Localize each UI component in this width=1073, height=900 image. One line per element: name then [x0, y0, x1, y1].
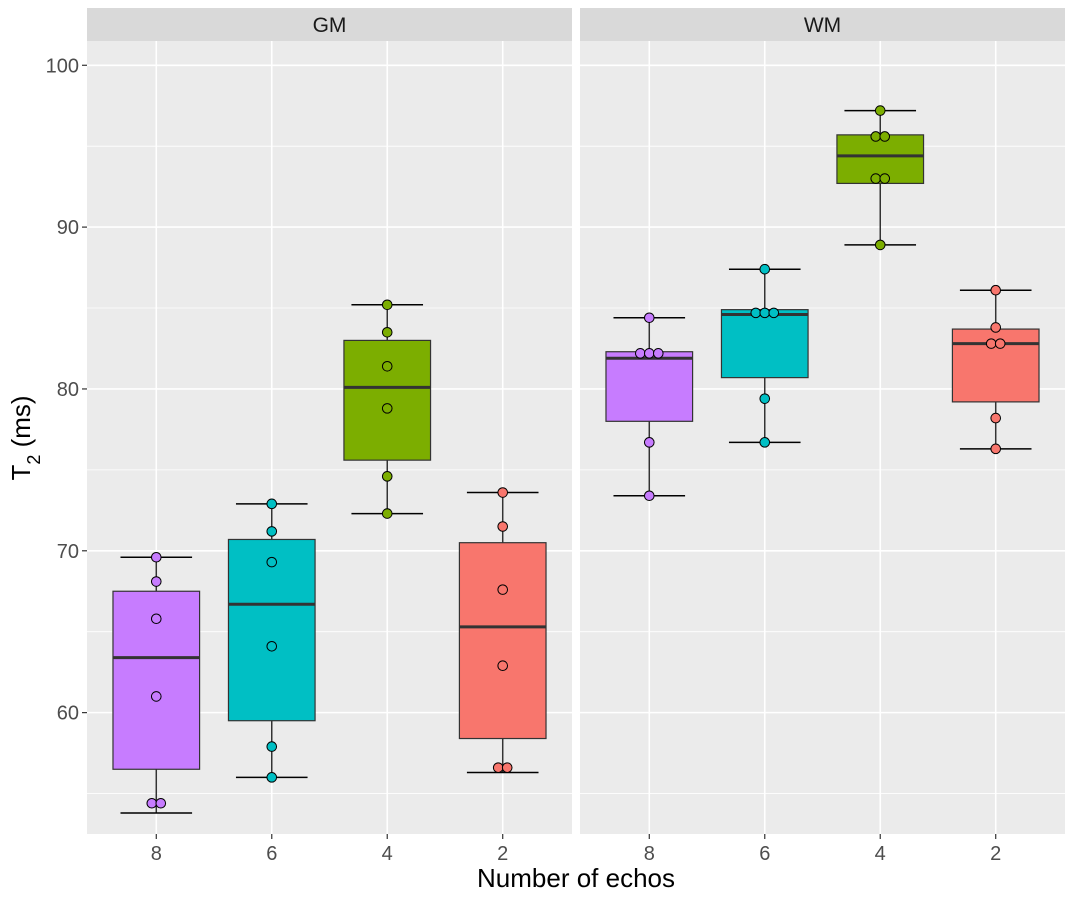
axis-layer: 60 70 80 90 100 8 6 4 2 8 6 4 2: [46, 55, 1002, 865]
box-iqr: [343, 339, 432, 461]
y-axis-title-unit: (ms): [6, 395, 36, 454]
data-point: [381, 299, 393, 311]
box-iqr: [720, 309, 809, 379]
data-point: [381, 508, 393, 519]
data-point: [150, 613, 162, 625]
data-point: [266, 526, 278, 537]
data-point: [497, 521, 509, 532]
y-tick-label: 100: [46, 55, 79, 77]
strip-background-gm: [87, 8, 572, 41]
data-point: [634, 348, 646, 359]
data-point: [759, 263, 771, 275]
data-point: [266, 556, 278, 568]
y-tick-label: 60: [57, 703, 79, 725]
data-point: [990, 322, 1002, 333]
data-point: [879, 131, 891, 142]
data-point: [155, 797, 167, 809]
data-point: [266, 741, 278, 752]
strip-label-gm: GM: [313, 14, 347, 37]
data-point: [643, 312, 655, 324]
data-point: [768, 307, 780, 319]
x-tick-label: 2: [497, 843, 508, 865]
data-point: [990, 443, 1002, 455]
data-point: [381, 360, 393, 372]
data-point: [879, 173, 891, 184]
box-gm-8: [112, 551, 201, 814]
box-iqr: [458, 542, 547, 740]
data-point: [146, 797, 158, 809]
data-point: [497, 487, 509, 498]
box-gm-4: [343, 299, 432, 519]
x-tick-label: 4: [382, 843, 393, 865]
box-wm-6: [720, 263, 809, 448]
data-point: [990, 284, 1002, 296]
box-iqr: [605, 351, 694, 422]
box-gm-6: [227, 498, 316, 783]
panel-background-wm: [580, 41, 1065, 834]
x-axis-title: Number of echos: [477, 863, 675, 893]
data-point: [492, 762, 504, 773]
box-iqr: [951, 328, 1040, 403]
y-axis-title-main: T: [6, 465, 36, 481]
data-point: [501, 762, 513, 773]
data-point: [381, 327, 393, 338]
box-iqr: [836, 134, 925, 185]
data-point: [150, 551, 162, 563]
data-point: [870, 173, 882, 184]
y-tick-label: 80: [57, 379, 79, 401]
data-point: [150, 691, 162, 702]
x-tick-label: 6: [266, 843, 277, 865]
data-point: [497, 660, 509, 671]
data-point: [497, 584, 509, 595]
data-point: [381, 403, 393, 414]
box-layer: [112, 105, 1040, 814]
data-point: [759, 437, 771, 448]
y-tick-label: 90: [57, 217, 79, 239]
data-point: [266, 640, 278, 652]
data-point: [750, 307, 762, 319]
y-tick-label: 70: [57, 541, 79, 563]
data-point: [150, 576, 162, 587]
data-point: [874, 239, 886, 251]
box-wm-8: [605, 312, 694, 502]
data-point: [759, 393, 771, 404]
data-point: [874, 105, 886, 116]
strip-label-wm: WM: [804, 14, 841, 37]
x-tick-label: 8: [644, 843, 655, 865]
y-axis-title: T2 (ms): [6, 395, 44, 480]
data-point: [381, 471, 393, 482]
data-point: [994, 338, 1006, 349]
data-point: [266, 772, 278, 783]
data-point: [759, 307, 771, 319]
box-wm-2: [951, 284, 1040, 455]
box-gm-2: [458, 487, 547, 774]
data-point: [652, 348, 664, 359]
box-wm-4: [836, 105, 925, 251]
data-point: [643, 437, 655, 448]
x-tick-label: 2: [990, 843, 1001, 865]
data-point: [643, 490, 655, 502]
strip-background-wm: [580, 8, 1065, 41]
x-tick-label: 6: [759, 843, 770, 865]
data-point: [870, 131, 882, 142]
data-point: [990, 412, 1002, 424]
box-iqr: [227, 538, 316, 722]
data-point: [643, 348, 655, 359]
x-tick-label: 8: [151, 843, 162, 865]
y-axis-title-subscript: 2: [24, 455, 44, 465]
x-tick-label: 4: [875, 843, 886, 865]
data-point: [985, 338, 997, 349]
data-point: [266, 498, 278, 510]
